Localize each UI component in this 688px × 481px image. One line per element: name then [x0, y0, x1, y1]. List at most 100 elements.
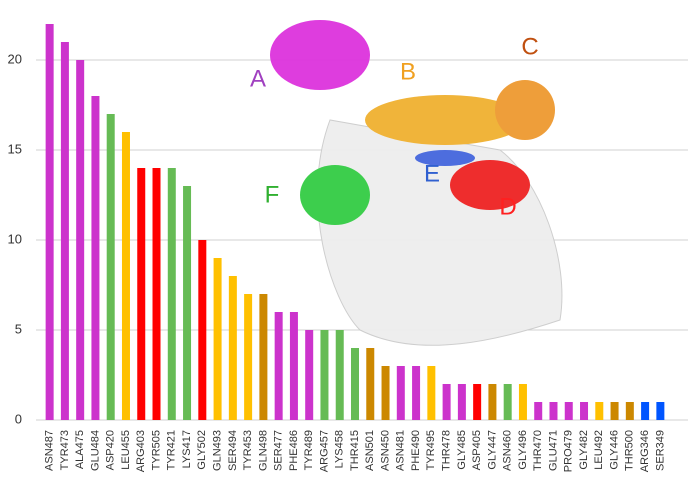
x-tick-label: LEU492 — [593, 430, 605, 470]
region-label: F — [265, 181, 280, 208]
region-f — [300, 165, 370, 225]
region-c — [495, 80, 555, 140]
region-label: C — [521, 33, 538, 60]
x-tick-label: TYR453 — [242, 430, 254, 470]
x-tick-label: ASN487 — [44, 430, 56, 471]
bar — [45, 24, 54, 420]
x-tick-label: GLN493 — [211, 430, 223, 471]
bar — [427, 366, 436, 420]
x-tick-label: PHE490 — [410, 430, 422, 471]
x-tick-label: ASN501 — [364, 430, 376, 471]
bar — [457, 384, 466, 420]
bar — [595, 402, 604, 420]
bar — [289, 312, 298, 420]
bar — [76, 60, 85, 420]
bar — [580, 402, 589, 420]
x-tick-label: ASP405 — [471, 430, 483, 470]
x-tick-label: ASN481 — [395, 430, 407, 471]
x-tick-label: LYS417 — [181, 430, 193, 468]
x-tick-label: THR470 — [532, 430, 544, 471]
x-tick-label: TYR421 — [166, 430, 178, 470]
x-tick-label: GLY446 — [608, 430, 620, 470]
region-label: E — [424, 160, 440, 187]
bar — [320, 330, 329, 420]
bar — [274, 312, 283, 420]
x-tick-label: GLY482 — [578, 430, 590, 470]
x-tick-label: PHE486 — [288, 430, 300, 471]
x-tick-label: SER349 — [654, 430, 666, 471]
x-tick-label: THR415 — [349, 430, 361, 471]
x-tick-label: SER477 — [273, 430, 285, 471]
x-tick-label: SER494 — [227, 430, 239, 471]
x-tick-label: TYR505 — [150, 430, 162, 470]
x-tick-label: TYR473 — [59, 430, 71, 470]
region-a — [270, 20, 370, 90]
bar — [152, 168, 161, 420]
x-tick-label: TYR489 — [303, 430, 315, 470]
bar — [625, 402, 634, 420]
region-d — [450, 160, 530, 210]
bar — [106, 114, 115, 420]
annotations: A B C D E F — [250, 33, 539, 220]
bar — [442, 384, 451, 420]
x-tick-label: THR478 — [441, 430, 453, 471]
x-tick-label: ARG346 — [639, 430, 651, 472]
bar — [549, 402, 558, 420]
region-label: D — [499, 193, 516, 220]
x-tick-label: ASN460 — [502, 430, 514, 471]
bar — [503, 384, 512, 420]
bar — [259, 294, 268, 420]
x-tick-label: THR500 — [624, 430, 636, 471]
region-b — [365, 95, 525, 145]
bar — [656, 402, 665, 420]
bar — [167, 168, 176, 420]
y-tick-label: 5 — [15, 321, 22, 336]
region-e — [415, 150, 475, 166]
x-tick-label: GLN498 — [257, 430, 269, 471]
y-tick-label: 15 — [8, 141, 22, 156]
bar — [534, 402, 543, 420]
region-label: A — [250, 65, 266, 92]
bar — [335, 330, 344, 420]
bar — [641, 402, 650, 420]
bar — [564, 402, 573, 420]
bar — [488, 384, 497, 420]
y-tick-label: 0 — [15, 411, 22, 426]
bar — [518, 384, 527, 420]
bar — [396, 366, 405, 420]
x-tick-label: TYR495 — [425, 430, 437, 470]
bar — [610, 402, 619, 420]
bar — [60, 42, 69, 420]
x-tick-label: PRO479 — [563, 430, 575, 472]
protein-illustration — [270, 20, 563, 346]
bar — [183, 186, 192, 420]
x-tick-label: GLY485 — [456, 430, 468, 470]
x-tick-label: GLY502 — [196, 430, 208, 470]
bars: ASN487 TYR473 ALA475 GLU484 ASP420 LEU455 ARG4… — [44, 24, 666, 472]
bar — [381, 366, 390, 420]
bar — [121, 132, 130, 420]
x-tick-label: GLU471 — [547, 430, 559, 471]
bar — [198, 240, 207, 420]
y-tick-label: 20 — [8, 51, 22, 66]
bar — [351, 348, 359, 420]
x-tick-label: GLY496 — [517, 430, 529, 470]
bar — [91, 96, 100, 420]
bar — [366, 348, 375, 420]
bar — [244, 294, 253, 420]
bar — [473, 384, 482, 420]
x-tick-label: LEU455 — [120, 430, 132, 470]
x-tick-label: ASN450 — [379, 430, 391, 471]
bar — [305, 330, 314, 420]
x-tick-label: GLY447 — [486, 430, 498, 470]
bar — [213, 258, 222, 420]
x-tick-label: ARG403 — [135, 430, 147, 472]
x-tick-label: ARG457 — [318, 430, 330, 472]
bar — [412, 366, 421, 420]
region-label: B — [400, 58, 416, 85]
bar — [228, 276, 237, 420]
x-tick-label: ASP420 — [105, 430, 117, 470]
y-tick-label: 10 — [8, 231, 22, 246]
